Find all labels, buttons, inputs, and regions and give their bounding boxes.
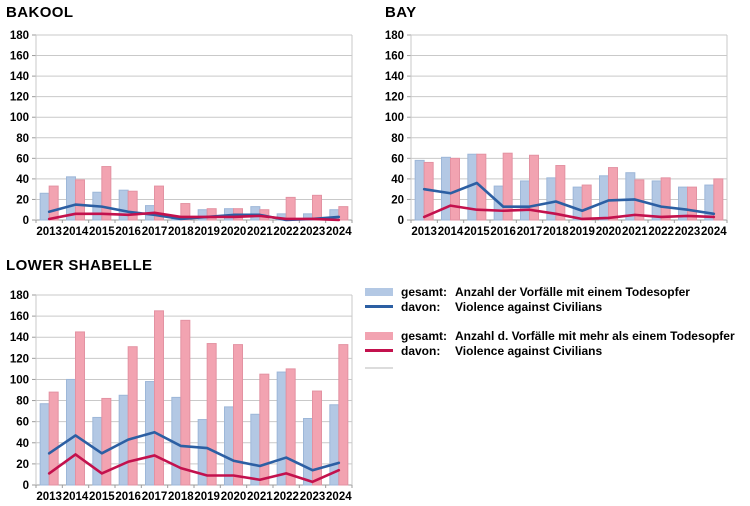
svg-text:2020: 2020 bbox=[596, 226, 622, 238]
chart-lower-shabelle: LOWER SHABELLE 0 20 40 60 80 100 120 140 160 180 2… bbox=[0, 253, 375, 506]
svg-text:140: 140 bbox=[10, 71, 29, 83]
bakool-plot-area: 0 20 40 60 80 100 120 140 160 180 2013 2014 2015 2016… bbox=[10, 30, 353, 238]
svg-text:180: 180 bbox=[10, 290, 29, 302]
svg-text:2016: 2016 bbox=[115, 226, 141, 238]
multi-fatality-bar-swatch bbox=[365, 331, 393, 340]
svg-text:2022: 2022 bbox=[273, 226, 299, 238]
svg-text:100: 100 bbox=[385, 112, 404, 124]
svg-text:2020: 2020 bbox=[221, 491, 247, 503]
legend-label: Violence against Civilians bbox=[455, 343, 603, 358]
svg-text:180: 180 bbox=[385, 30, 404, 42]
svg-text:140: 140 bbox=[385, 71, 404, 83]
svg-text:0: 0 bbox=[23, 480, 29, 492]
bay-plot-area: 0 20 40 60 80 100 120 140 160 180 2013 2014 2015 2016… bbox=[385, 30, 728, 238]
svg-text:0: 0 bbox=[398, 215, 404, 227]
svg-text:2015: 2015 bbox=[89, 491, 115, 503]
svg-text:2023: 2023 bbox=[300, 226, 326, 238]
legend-label: Anzahl der Vorfälle mit einem Todesopfer bbox=[455, 284, 690, 299]
svg-text:80: 80 bbox=[16, 396, 29, 408]
chart-title-bay: BAY bbox=[385, 4, 417, 21]
legend-prefix: davon: bbox=[401, 299, 441, 314]
svg-text:160: 160 bbox=[10, 51, 29, 63]
svg-text:2016: 2016 bbox=[115, 491, 141, 503]
svg-text:2015: 2015 bbox=[464, 226, 490, 238]
legend-row-multi-vac: davon: Violence against Civilians bbox=[365, 343, 750, 358]
svg-text:2018: 2018 bbox=[168, 491, 194, 503]
svg-text:2014: 2014 bbox=[63, 491, 89, 503]
svg-text:0: 0 bbox=[23, 215, 29, 227]
svg-text:2024: 2024 bbox=[701, 226, 727, 238]
svg-text:2018: 2018 bbox=[543, 226, 569, 238]
svg-text:40: 40 bbox=[16, 174, 29, 186]
svg-text:2014: 2014 bbox=[63, 226, 89, 238]
svg-text:2024: 2024 bbox=[326, 226, 352, 238]
svg-text:140: 140 bbox=[10, 332, 29, 344]
legend-row-single-total: gesamt: Anzahl der Vorfälle mit einem To… bbox=[365, 284, 750, 299]
svg-text:20: 20 bbox=[391, 194, 404, 206]
svg-text:2021: 2021 bbox=[247, 491, 273, 503]
svg-text:60: 60 bbox=[16, 153, 29, 165]
svg-text:40: 40 bbox=[16, 438, 29, 450]
legend: gesamt: Anzahl der Vorfälle mit einem To… bbox=[365, 284, 750, 373]
svg-text:2014: 2014 bbox=[438, 226, 464, 238]
svg-text:2017: 2017 bbox=[517, 226, 543, 238]
svg-text:100: 100 bbox=[10, 374, 29, 386]
legend-label: Anzahl d. Vorfälle mit mehr als einem To… bbox=[455, 328, 735, 343]
svg-text:160: 160 bbox=[385, 51, 404, 63]
chart-title-bakool: BAKOOL bbox=[6, 4, 74, 21]
legend-row-extra bbox=[365, 358, 750, 373]
svg-text:120: 120 bbox=[10, 353, 29, 365]
svg-text:2024: 2024 bbox=[326, 491, 352, 503]
svg-text:80: 80 bbox=[16, 133, 29, 145]
svg-text:2015: 2015 bbox=[89, 226, 115, 238]
svg-text:2017: 2017 bbox=[142, 491, 168, 503]
svg-text:100: 100 bbox=[10, 112, 29, 124]
legend-row-multi-total: gesamt: Anzahl d. Vorfälle mit mehr als … bbox=[365, 328, 750, 343]
svg-text:2013: 2013 bbox=[411, 226, 437, 238]
legend-prefix: gesamt: bbox=[401, 328, 448, 343]
svg-text:2022: 2022 bbox=[648, 226, 674, 238]
svg-text:2021: 2021 bbox=[247, 226, 273, 238]
legend-row-single-vac: davon: Violence against Civilians bbox=[365, 299, 750, 314]
chart-title-lower-shabelle: LOWER SHABELLE bbox=[6, 257, 153, 274]
svg-text:2021: 2021 bbox=[622, 226, 648, 238]
svg-text:2023: 2023 bbox=[300, 491, 326, 503]
multi-fatality-line-swatch bbox=[365, 349, 393, 352]
svg-text:20: 20 bbox=[16, 194, 29, 206]
chart-bakool: BAKOOL 0 20 40 60 80 100 120 140 160 180 2013 2014 2… bbox=[0, 0, 375, 253]
svg-text:120: 120 bbox=[385, 92, 404, 104]
svg-text:2020: 2020 bbox=[221, 226, 247, 238]
single-fatality-bar-swatch bbox=[365, 287, 393, 296]
svg-text:120: 120 bbox=[10, 92, 29, 104]
svg-text:2013: 2013 bbox=[36, 491, 62, 503]
svg-text:2019: 2019 bbox=[194, 226, 220, 238]
svg-text:180: 180 bbox=[10, 30, 29, 42]
svg-text:160: 160 bbox=[10, 311, 29, 323]
svg-text:20: 20 bbox=[16, 459, 29, 471]
single-fatality-line-swatch bbox=[365, 305, 393, 308]
chart-bay: BAY 0 20 40 60 80 100 120 140 160 180 2013 2014 2015… bbox=[375, 0, 750, 253]
svg-text:40: 40 bbox=[391, 174, 404, 186]
svg-text:60: 60 bbox=[391, 153, 404, 165]
svg-text:2019: 2019 bbox=[194, 491, 220, 503]
legend-prefix: davon: bbox=[401, 343, 441, 358]
svg-text:60: 60 bbox=[16, 417, 29, 429]
svg-text:2017: 2017 bbox=[142, 226, 168, 238]
legend-label: Violence against Civilians bbox=[455, 299, 603, 314]
legend-prefix: gesamt: bbox=[401, 284, 448, 299]
svg-text:2013: 2013 bbox=[36, 226, 62, 238]
svg-text:80: 80 bbox=[391, 133, 404, 145]
lower-shabelle-plot-area: 0 20 40 60 80 100 120 140 160 180 2013 2014 2015 2016… bbox=[10, 290, 353, 503]
svg-text:2018: 2018 bbox=[168, 226, 194, 238]
svg-text:2023: 2023 bbox=[675, 226, 701, 238]
truncated-legend-line bbox=[365, 367, 393, 369]
svg-text:2019: 2019 bbox=[569, 226, 595, 238]
svg-text:2016: 2016 bbox=[490, 226, 516, 238]
svg-text:2022: 2022 bbox=[273, 491, 299, 503]
